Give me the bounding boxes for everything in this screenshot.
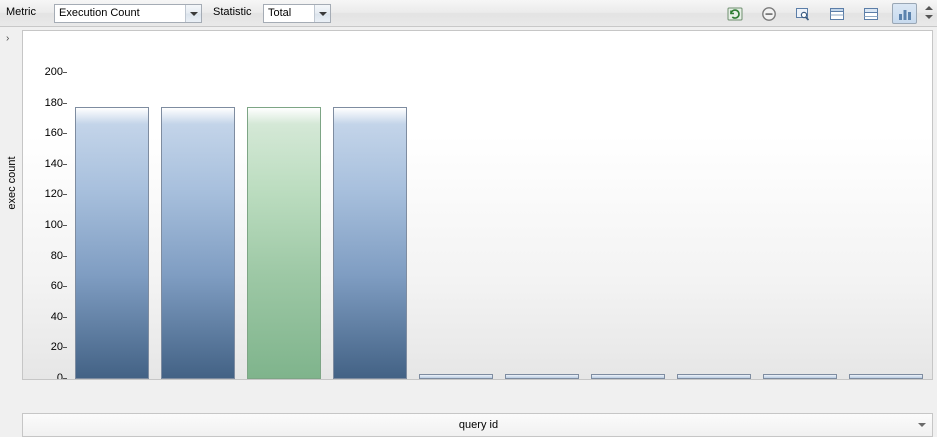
metric-label: Metric (6, 6, 36, 18)
y-tick-label: 180 (23, 97, 67, 109)
y-tick-label: 40 (23, 311, 67, 323)
refresh-button[interactable] (722, 3, 747, 24)
split-view-icon (863, 6, 879, 22)
stop-icon (761, 6, 777, 22)
chevron-up-icon[interactable] (925, 6, 933, 10)
y-tick-label: 200 (23, 66, 67, 78)
chart-left-gutter: › exec count (0, 27, 22, 385)
y-tick-mark (63, 225, 67, 226)
y-tick-mark (63, 72, 67, 73)
chevron-down-icon[interactable] (925, 15, 933, 19)
bar[interactable] (247, 106, 321, 379)
x-axis-title: query id (458, 419, 499, 431)
stop-button[interactable] (756, 3, 781, 24)
bar[interactable] (591, 374, 665, 379)
chart-toolbar: Metric Execution Count Statistic Total (0, 0, 937, 27)
x-axis-line (69, 379, 929, 380)
y-tick-label: 60 (23, 280, 67, 292)
zoom-reset-icon (795, 6, 811, 22)
bar[interactable] (75, 106, 149, 379)
bar[interactable] (677, 374, 751, 379)
toolbar-overflow-scroller[interactable] (924, 2, 935, 24)
statistic-select[interactable]: Total (263, 4, 331, 23)
y-tick-mark (63, 286, 67, 288)
y-tick-mark (63, 347, 67, 349)
y-tick-label: 140 (23, 158, 67, 170)
y-tick-label: 80 (23, 250, 67, 262)
expand-panel-button[interactable]: › (6, 33, 10, 44)
metric-select-value: Execution Count (59, 7, 140, 19)
chevron-down-icon[interactable] (185, 5, 201, 22)
refresh-icon (727, 6, 743, 22)
y-tick-label: 120 (23, 188, 67, 200)
bar[interactable] (333, 106, 407, 379)
statistic-label: Statistic (213, 6, 252, 18)
bar-chart-icon (897, 6, 913, 22)
chart-panel: › exec count 0 20 40 60 80 100 120 140 160 180 200… (0, 27, 937, 437)
zoom-reset-button[interactable] (790, 3, 815, 24)
bar-series (23, 31, 932, 379)
y-axis-title: exec count (6, 156, 18, 210)
y-tick-mark (63, 194, 67, 196)
y-tick-mark (63, 133, 67, 135)
x-axis-title-bar[interactable]: query id (22, 413, 933, 437)
y-tick-mark (63, 102, 67, 104)
bar[interactable] (849, 374, 923, 379)
bar[interactable] (763, 374, 837, 379)
chevron-down-icon[interactable] (918, 423, 926, 427)
y-tick-label: 160 (23, 127, 67, 139)
y-tick-label: 0 (23, 372, 67, 379)
y-tick-label: 20 (23, 341, 67, 353)
y-tick-mark (63, 255, 67, 257)
chevron-down-icon[interactable] (314, 5, 330, 22)
y-tick-mark (63, 163, 67, 165)
y-tick-mark (63, 316, 67, 318)
y-axis-ticks: 0 20 40 60 80 100 120 140 160 180 200 (23, 31, 69, 379)
bar[interactable] (161, 106, 235, 379)
y-tick-mark (63, 378, 67, 379)
bar[interactable] (419, 374, 493, 379)
statistic-select-value: Total (268, 7, 292, 19)
grid-view-button[interactable] (824, 3, 849, 24)
bar[interactable] (505, 374, 579, 379)
split-view-button[interactable] (858, 3, 883, 24)
metric-select[interactable]: Execution Count (54, 4, 202, 23)
bar-chart-button[interactable] (892, 3, 917, 24)
grid-view-icon (829, 6, 845, 22)
y-tick-label: 100 (23, 219, 67, 231)
